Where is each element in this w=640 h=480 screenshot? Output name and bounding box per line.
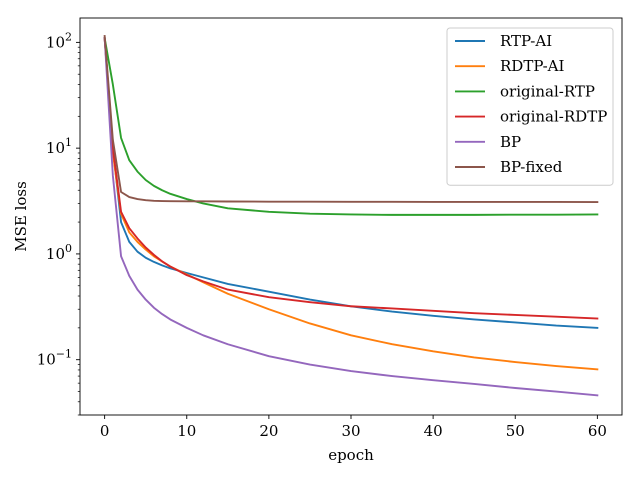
series-line-original-rdtp — [103, 36, 599, 320]
legend-label: RTP-AI — [500, 32, 552, 50]
legend-label: original-RTP — [500, 82, 595, 100]
x-tick-label: 40 — [424, 422, 443, 440]
x-tick-label: 0 — [100, 422, 110, 440]
x-axis-title: epoch — [328, 446, 374, 464]
legend: RTP-AI RDTP-AI original-RTP original-RDTP BP… — [446, 27, 614, 186]
legend-label: original-RDTP — [500, 108, 607, 126]
x-tick-label: 20 — [259, 422, 278, 440]
y-axis: 10−1 100 101 102 — [37, 30, 80, 416]
y-tick-label: 100 — [46, 242, 72, 263]
series-line-rtp-ai — [103, 36, 599, 329]
series-line-bp — [103, 36, 599, 397]
x-axis: 0 10 20 30 40 50 60 — [100, 415, 607, 440]
y-tick-label: 10−1 — [37, 348, 72, 369]
x-tick-label: 50 — [506, 422, 525, 440]
y-tick-label: 101 — [46, 136, 72, 157]
legend-box — [446, 27, 614, 186]
y-tick-label: 102 — [46, 30, 72, 51]
series-line-original-rtp — [103, 36, 599, 216]
series-line-bp-fixed — [103, 34, 599, 204]
plot-lines — [103, 34, 599, 397]
legend-label: BP-fixed — [500, 158, 563, 176]
y-axis-title: MSE loss — [12, 181, 30, 252]
x-tick-label: 30 — [341, 422, 360, 440]
x-tick-label: 10 — [177, 422, 196, 440]
legend-label: RDTP-AI — [500, 57, 564, 75]
legend-label: BP — [500, 133, 521, 151]
x-tick-label: 60 — [588, 422, 607, 440]
